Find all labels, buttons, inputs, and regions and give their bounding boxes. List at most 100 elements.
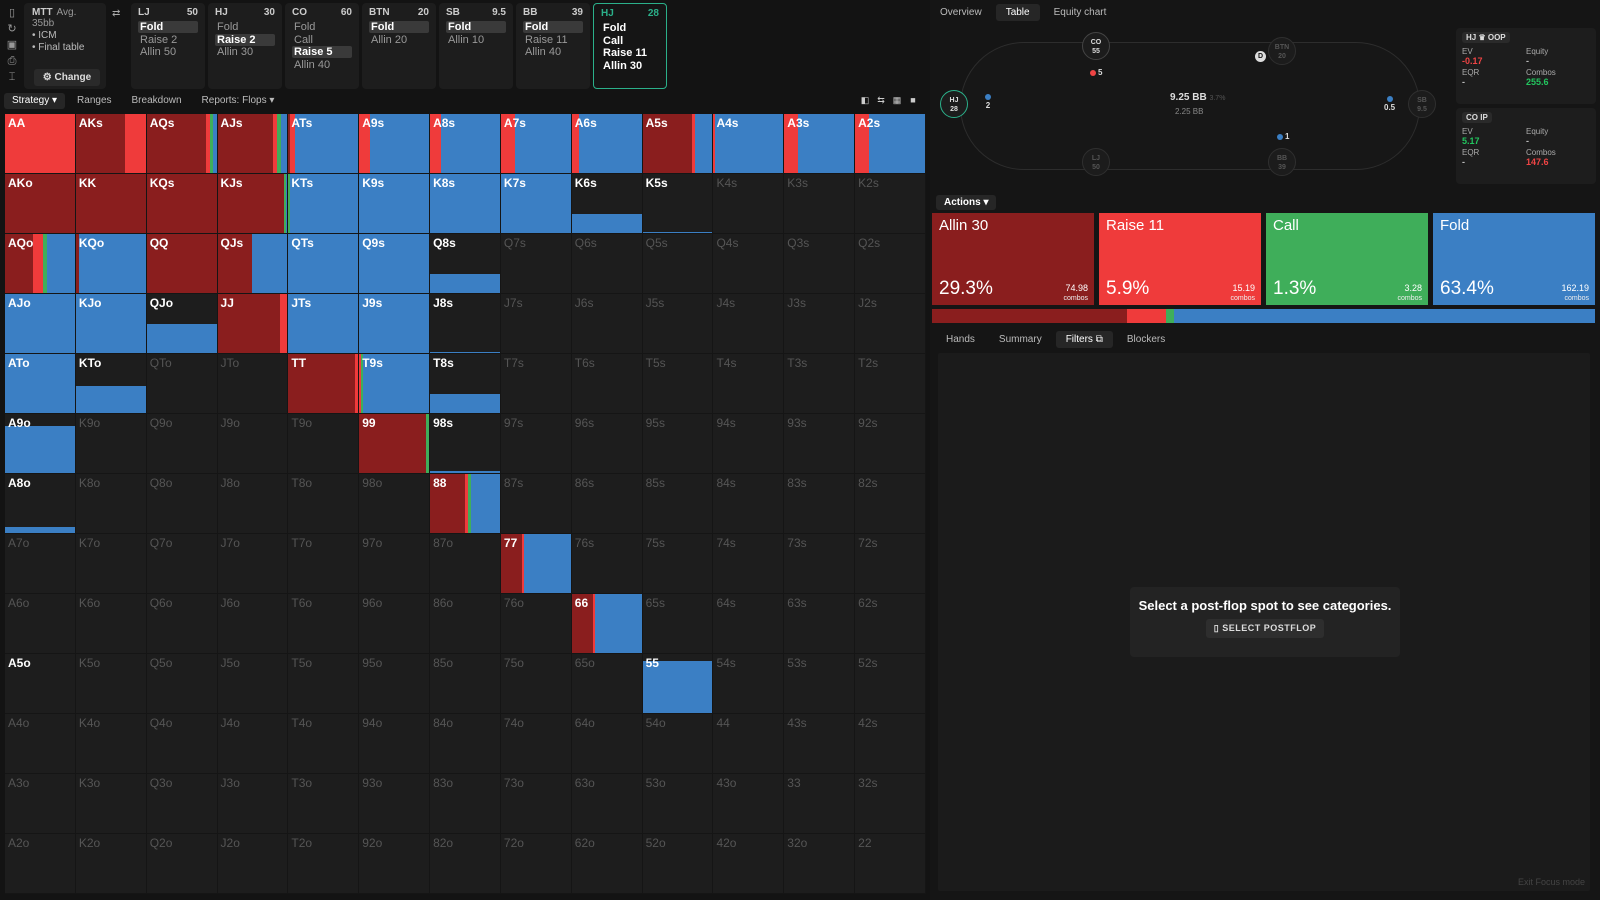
grid-icon[interactable]: ▦ — [892, 95, 902, 105]
hand-cell[interactable]: 65s — [642, 594, 714, 654]
hand-cell[interactable]: 32s — [855, 774, 926, 834]
action-option[interactable]: Raise 11 — [525, 33, 568, 46]
action-option[interactable]: Fold — [138, 21, 198, 33]
hand-cell[interactable]: Q9o — [146, 414, 218, 474]
action-option[interactable]: Fold — [294, 21, 316, 33]
hand-cell[interactable]: A2s — [855, 114, 926, 174]
change-button[interactable]: ⚙ Change — [34, 69, 100, 86]
hand-cell[interactable]: A6o — [5, 594, 76, 654]
hand-cell[interactable]: K3o — [75, 774, 147, 834]
hand-cell[interactable]: T3s — [784, 354, 856, 414]
position-card-co[interactable]: CO 60 Fold Call Raise 5 Allin 40 — [285, 3, 359, 89]
hand-cell[interactable]: 75o — [500, 654, 572, 714]
hand-cell[interactable]: 74o — [500, 714, 572, 774]
seat-bb[interactable]: BB 39 — [1268, 148, 1296, 176]
position-card-sb[interactable]: SB 9.5 Fold Allin 10 — [439, 3, 513, 89]
action-option[interactable]: Raise 2 — [140, 33, 178, 46]
hand-cell[interactable]: Q8s — [430, 234, 501, 294]
hand-cell[interactable]: QJs — [217, 234, 289, 294]
select-postflop-button[interactable]: ▯ SELECT POSTFLOP — [1205, 619, 1325, 638]
hand-cell[interactable]: 85s — [642, 474, 714, 534]
hand-cell[interactable]: T9o — [288, 414, 360, 474]
hand-cell[interactable]: 82o — [430, 834, 501, 894]
hand-cell[interactable]: 55 — [642, 654, 714, 714]
hand-cell[interactable]: T6s — [571, 354, 643, 414]
hand-cell[interactable]: J7s — [500, 294, 572, 354]
save-icon[interactable]: ▣ — [6, 39, 18, 51]
hand-cell[interactable]: 84o — [430, 714, 501, 774]
hand-cell[interactable]: KTs — [288, 174, 360, 234]
hand-cell[interactable]: Q2o — [146, 834, 218, 894]
hand-cell[interactable]: 43s — [784, 714, 856, 774]
hand-cell[interactable]: T4o — [288, 714, 360, 774]
hand-cell[interactable]: 33 — [784, 774, 856, 834]
tab-filters[interactable]: Filters ⧉ — [1055, 331, 1113, 348]
hand-cell[interactable]: 95o — [359, 654, 431, 714]
hand-cell[interactable]: T5s — [642, 354, 714, 414]
position-card-lj[interactable]: LJ 50 Fold Raise 2 Allin 50 — [131, 3, 205, 89]
hand-cell[interactable]: 88 — [430, 474, 501, 534]
hand-cell[interactable]: J2o — [217, 834, 289, 894]
hand-cell[interactable]: AKo — [5, 174, 76, 234]
hand-cell[interactable]: 62s — [855, 594, 926, 654]
hand-cell[interactable]: 52s — [855, 654, 926, 714]
text-icon[interactable]: ⌶ — [8, 71, 16, 83]
hand-cell[interactable]: 43o — [713, 774, 785, 834]
hand-cell[interactable]: J7o — [217, 534, 289, 594]
hand-cell[interactable]: 65o — [571, 654, 643, 714]
hand-cell[interactable]: Q9s — [359, 234, 431, 294]
hand-cell[interactable]: A8s — [430, 114, 501, 174]
hand-cell[interactable]: 64o — [571, 714, 643, 774]
seat-sb[interactable]: SB 9.5 — [1408, 90, 1436, 118]
hand-cell[interactable]: 94s — [713, 414, 785, 474]
hand-cell[interactable]: K5s — [642, 174, 714, 234]
seat-hj[interactable]: HJ 28 — [940, 90, 968, 118]
hand-cell[interactable]: 98o — [359, 474, 431, 534]
hand-cell[interactable]: 85o — [430, 654, 501, 714]
hand-cell[interactable]: A9o — [5, 414, 76, 474]
contrast-icon[interactable]: ◧ — [860, 95, 870, 105]
hand-cell[interactable]: TT — [288, 354, 360, 414]
tab-reports[interactable]: Reports: Flops ▾ — [201, 95, 275, 106]
hand-cell[interactable]: A2o — [5, 834, 76, 894]
seat-co[interactable]: CO 55 — [1082, 32, 1110, 60]
hand-cell[interactable]: J3o — [217, 774, 289, 834]
hand-cell[interactable]: 96s — [571, 414, 643, 474]
hand-cell[interactable]: AA — [5, 114, 76, 174]
hand-cell[interactable]: 76s — [571, 534, 643, 594]
hand-cell[interactable]: T2s — [855, 354, 926, 414]
hand-cell[interactable]: 44 — [713, 714, 785, 774]
hand-cell[interactable]: 77 — [500, 534, 572, 594]
hand-cell[interactable]: 86o — [430, 594, 501, 654]
action-box-raise[interactable]: Raise 11 5.9% 15.19 combos — [1099, 213, 1261, 305]
hand-cell[interactable]: 96o — [359, 594, 431, 654]
hand-cell[interactable]: KK — [75, 174, 147, 234]
exit-focus-mode[interactable]: Exit Focus mode — [1518, 877, 1586, 887]
hand-cell[interactable]: A9s — [359, 114, 431, 174]
hand-cell[interactable]: 73s — [784, 534, 856, 594]
hand-cell[interactable]: 42s — [855, 714, 926, 774]
hand-cell[interactable]: A6s — [571, 114, 643, 174]
hand-cell[interactable]: T3o — [288, 774, 360, 834]
position-card-hj[interactable]: HJ 28 Fold Call Raise 11 Allin 30 — [593, 3, 667, 89]
hand-cell[interactable]: 98s — [430, 414, 501, 474]
hand-cell[interactable]: KQs — [146, 174, 218, 234]
action-box-fold[interactable]: Fold 63.4% 162.19 combos — [1433, 213, 1595, 305]
hand-cell[interactable]: 76o — [500, 594, 572, 654]
tab-blockers[interactable]: Blockers — [1117, 331, 1175, 348]
hand-cell[interactable]: K4s — [713, 174, 785, 234]
hand-cell[interactable]: T6o — [288, 594, 360, 654]
seat-lj[interactable]: LJ 50 — [1082, 148, 1110, 176]
hand-cell[interactable]: 32o — [784, 834, 856, 894]
hand-cell[interactable]: T2o — [288, 834, 360, 894]
hand-cell[interactable]: AJs — [217, 114, 289, 174]
hand-cell[interactable]: 93s — [784, 414, 856, 474]
hand-cell[interactable]: KJs — [217, 174, 289, 234]
hand-cell[interactable]: KTo — [75, 354, 147, 414]
hand-cell[interactable]: K5o — [75, 654, 147, 714]
tab-equity-chart[interactable]: Equity chart — [1053, 7, 1107, 18]
hand-cell[interactable]: T8s — [430, 354, 501, 414]
hand-cell[interactable]: 87o — [430, 534, 501, 594]
action-option[interactable]: Allin 20 — [371, 33, 408, 46]
hand-cell[interactable]: JTs — [288, 294, 360, 354]
